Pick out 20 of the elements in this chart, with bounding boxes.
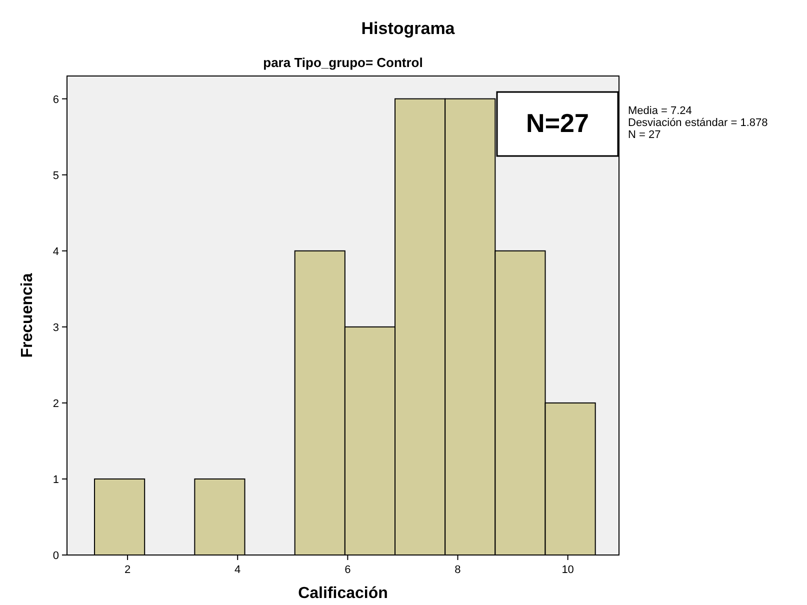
x-tick-label: 4: [234, 564, 241, 576]
x-tick-label: 10: [562, 564, 574, 576]
y-tick-label: 5: [52, 170, 59, 182]
y-tick-label: 3: [52, 322, 59, 334]
chart-subtitle: para Tipo_grupo= Control: [263, 55, 423, 70]
y-tick-label: 0: [52, 550, 59, 562]
y-tick-label: 2: [52, 398, 59, 410]
x-axis-title: Calificación: [298, 585, 388, 602]
annotation: N=27: [526, 108, 589, 138]
text: N = 27: [628, 129, 661, 141]
y-tick-label: 1: [52, 474, 59, 486]
y-tick-label: 4: [52, 246, 59, 258]
text: Media = 7.24: [628, 105, 692, 117]
y-tick-label: 6: [52, 94, 59, 106]
x-tick-label: 2: [124, 564, 131, 576]
x-tick-label: 6: [344, 564, 351, 576]
x-tick-label: 8: [454, 564, 461, 576]
text: Desviación estándar = 1.878: [628, 117, 768, 129]
y-axis-title: Frecuencia: [19, 273, 36, 358]
chart-title: Histograma: [361, 19, 456, 38]
